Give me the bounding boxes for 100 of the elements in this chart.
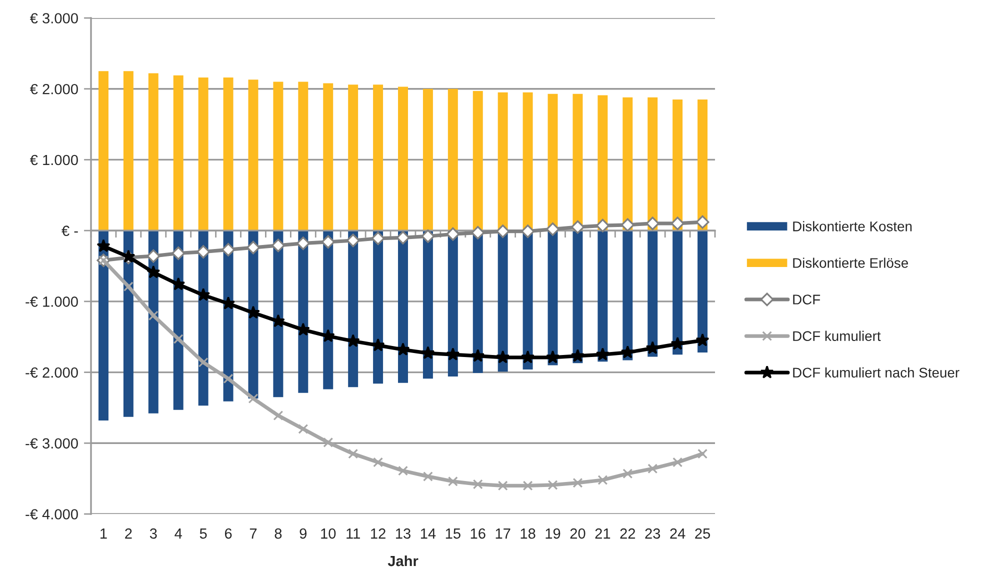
legend-label: DCF (793, 294, 820, 304)
x-tick-label: 8 (274, 528, 282, 539)
point (222, 242, 236, 256)
bar (698, 99, 708, 231)
y-tick-label: € - (62, 226, 78, 236)
x-tick-label: 18 (520, 528, 536, 539)
point (522, 480, 533, 491)
x-tick-label: 21 (595, 528, 610, 539)
bar (672, 99, 683, 231)
legend-label: DCF kumuliert nach Steuer (793, 367, 960, 378)
x-tick-label: 7 (250, 528, 257, 539)
point (570, 220, 584, 234)
bar (672, 230, 683, 355)
bar (498, 92, 508, 231)
point (421, 346, 435, 360)
point (396, 230, 410, 244)
point (521, 224, 535, 238)
bar (198, 78, 208, 231)
point (646, 341, 660, 354)
bar (648, 97, 658, 231)
point (546, 350, 560, 364)
point (672, 457, 683, 468)
point (696, 215, 710, 229)
y-tick-label: -€ 3.000 (26, 438, 78, 449)
point (223, 374, 234, 384)
point (172, 277, 186, 290)
point (572, 478, 583, 488)
bar (598, 230, 608, 362)
x-axis-title: Jahr (388, 555, 418, 566)
point (146, 249, 160, 263)
legend-label: Diskontierte Erlöse (793, 258, 908, 268)
x-tick-label: 16 (470, 528, 486, 539)
bar (98, 71, 108, 231)
bar (622, 97, 633, 231)
bar (648, 230, 658, 357)
point (670, 336, 684, 350)
point (548, 480, 558, 490)
point (321, 235, 335, 249)
point (222, 296, 236, 310)
x-tick-label: 19 (546, 528, 560, 539)
point (196, 245, 210, 259)
bar (348, 84, 358, 231)
point (373, 457, 384, 468)
point (496, 224, 510, 238)
point (698, 448, 708, 459)
point (648, 464, 658, 474)
bar (598, 95, 608, 231)
x-tick-label: 10 (321, 528, 336, 539)
bar (248, 80, 258, 231)
y-tick-label: -€ 4.000 (26, 509, 78, 520)
point (596, 218, 610, 232)
point (198, 357, 208, 368)
point (173, 334, 184, 344)
bar (223, 78, 234, 231)
point (622, 468, 633, 479)
point (346, 234, 360, 248)
point (146, 265, 160, 278)
point (521, 350, 535, 364)
point (273, 410, 284, 421)
point (296, 236, 310, 250)
x-tick-label: 9 (300, 528, 307, 539)
bar (398, 86, 408, 231)
point (422, 471, 433, 482)
point (446, 347, 460, 360)
bar (123, 71, 134, 231)
point (172, 246, 186, 260)
legend-label: DCF kumuliert (793, 330, 881, 342)
point (546, 222, 560, 236)
point (472, 479, 483, 490)
x-tick-label: 4 (174, 528, 182, 539)
point (196, 288, 210, 301)
x-tick-label: 24 (670, 528, 686, 539)
y-tick-label: € 3.000 (30, 13, 78, 24)
bar (548, 230, 558, 366)
point (346, 334, 360, 347)
y-tick-label: -€ 1.000 (26, 296, 78, 307)
bar (698, 230, 708, 352)
bar (572, 230, 583, 364)
point (620, 345, 634, 358)
point (471, 226, 485, 240)
point (123, 282, 134, 292)
point (596, 347, 610, 360)
point (670, 216, 684, 230)
x-tick-label: 3 (150, 528, 157, 539)
x-tick-label: 14 (420, 528, 436, 539)
x-tick-label: 23 (645, 528, 660, 539)
point (298, 424, 308, 434)
point (148, 310, 158, 321)
x-tick-label: 2 (125, 528, 132, 539)
point (396, 342, 410, 356)
y-tick-label: € 2.000 (30, 84, 78, 94)
x-tick-label: 5 (200, 528, 207, 539)
point (246, 306, 260, 319)
point (446, 227, 460, 241)
point (371, 232, 385, 246)
bar (472, 90, 483, 231)
point (696, 333, 710, 346)
x-tick-label: 6 (224, 528, 232, 539)
point (421, 230, 435, 243)
point (323, 437, 334, 448)
